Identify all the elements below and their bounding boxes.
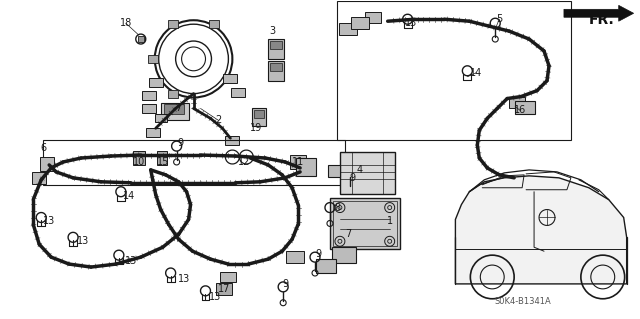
Text: 9: 9 xyxy=(315,249,321,259)
Text: 14: 14 xyxy=(470,68,483,78)
Text: 14: 14 xyxy=(123,191,135,201)
Bar xyxy=(268,39,284,59)
Bar xyxy=(44,140,345,185)
Text: 9: 9 xyxy=(282,279,288,289)
Text: 1: 1 xyxy=(387,217,393,226)
Bar xyxy=(209,20,219,28)
Text: 13: 13 xyxy=(43,217,55,226)
Bar xyxy=(164,105,184,115)
Bar xyxy=(168,20,178,28)
Text: 3: 3 xyxy=(269,26,275,36)
Text: 9: 9 xyxy=(177,138,184,148)
Bar xyxy=(225,136,239,145)
Text: FR.: FR. xyxy=(589,13,614,27)
Bar xyxy=(223,74,237,83)
Polygon shape xyxy=(564,5,634,21)
Text: 17: 17 xyxy=(218,284,230,294)
Bar xyxy=(40,157,54,171)
Bar xyxy=(515,100,535,115)
Text: 5: 5 xyxy=(496,14,502,24)
Bar xyxy=(32,172,46,184)
Bar xyxy=(339,23,357,35)
Text: 16: 16 xyxy=(514,106,526,115)
Bar xyxy=(216,283,232,295)
Bar xyxy=(332,247,356,263)
Text: 13: 13 xyxy=(125,256,137,266)
Text: 2: 2 xyxy=(215,115,221,125)
Bar xyxy=(232,88,245,97)
Bar xyxy=(148,78,163,87)
Text: 18: 18 xyxy=(120,18,132,28)
Bar xyxy=(254,110,264,118)
Text: 13: 13 xyxy=(209,292,221,302)
Bar xyxy=(252,108,266,126)
Text: 6: 6 xyxy=(40,143,46,153)
Bar xyxy=(328,165,340,177)
Text: 7: 7 xyxy=(345,229,351,239)
Bar xyxy=(509,97,525,108)
Text: 13: 13 xyxy=(404,18,417,28)
Bar xyxy=(133,151,145,165)
Text: 7: 7 xyxy=(175,103,182,114)
Text: 12: 12 xyxy=(238,157,250,167)
Bar xyxy=(330,198,399,249)
Bar xyxy=(340,152,395,194)
Bar xyxy=(157,151,166,165)
Text: S0K4-B1341A: S0K4-B1341A xyxy=(495,297,552,306)
Bar xyxy=(268,61,284,81)
Bar xyxy=(270,41,282,49)
Bar xyxy=(286,251,304,263)
Text: 13: 13 xyxy=(177,274,189,284)
Bar xyxy=(337,1,571,140)
Text: 4: 4 xyxy=(356,165,363,175)
Text: 8: 8 xyxy=(335,203,341,212)
Bar xyxy=(351,17,369,29)
Bar xyxy=(148,55,157,63)
Text: 15: 15 xyxy=(157,157,169,167)
Bar xyxy=(316,259,336,273)
Bar xyxy=(161,102,189,120)
Bar xyxy=(333,201,397,246)
Bar xyxy=(142,91,156,100)
Text: 10: 10 xyxy=(132,157,145,167)
Text: 11: 11 xyxy=(292,157,304,167)
Bar xyxy=(296,158,316,176)
Text: 9: 9 xyxy=(350,173,356,183)
Bar xyxy=(146,128,160,137)
Bar xyxy=(220,271,236,282)
Bar xyxy=(142,104,156,113)
Text: 19: 19 xyxy=(250,123,262,133)
Polygon shape xyxy=(456,176,627,284)
Bar xyxy=(168,90,178,98)
Bar xyxy=(155,115,166,122)
Bar xyxy=(352,18,368,29)
Bar xyxy=(270,63,282,71)
Bar xyxy=(138,36,144,42)
Bar xyxy=(290,155,306,169)
Bar xyxy=(340,24,356,34)
Text: 13: 13 xyxy=(77,236,89,246)
Bar xyxy=(365,12,381,23)
